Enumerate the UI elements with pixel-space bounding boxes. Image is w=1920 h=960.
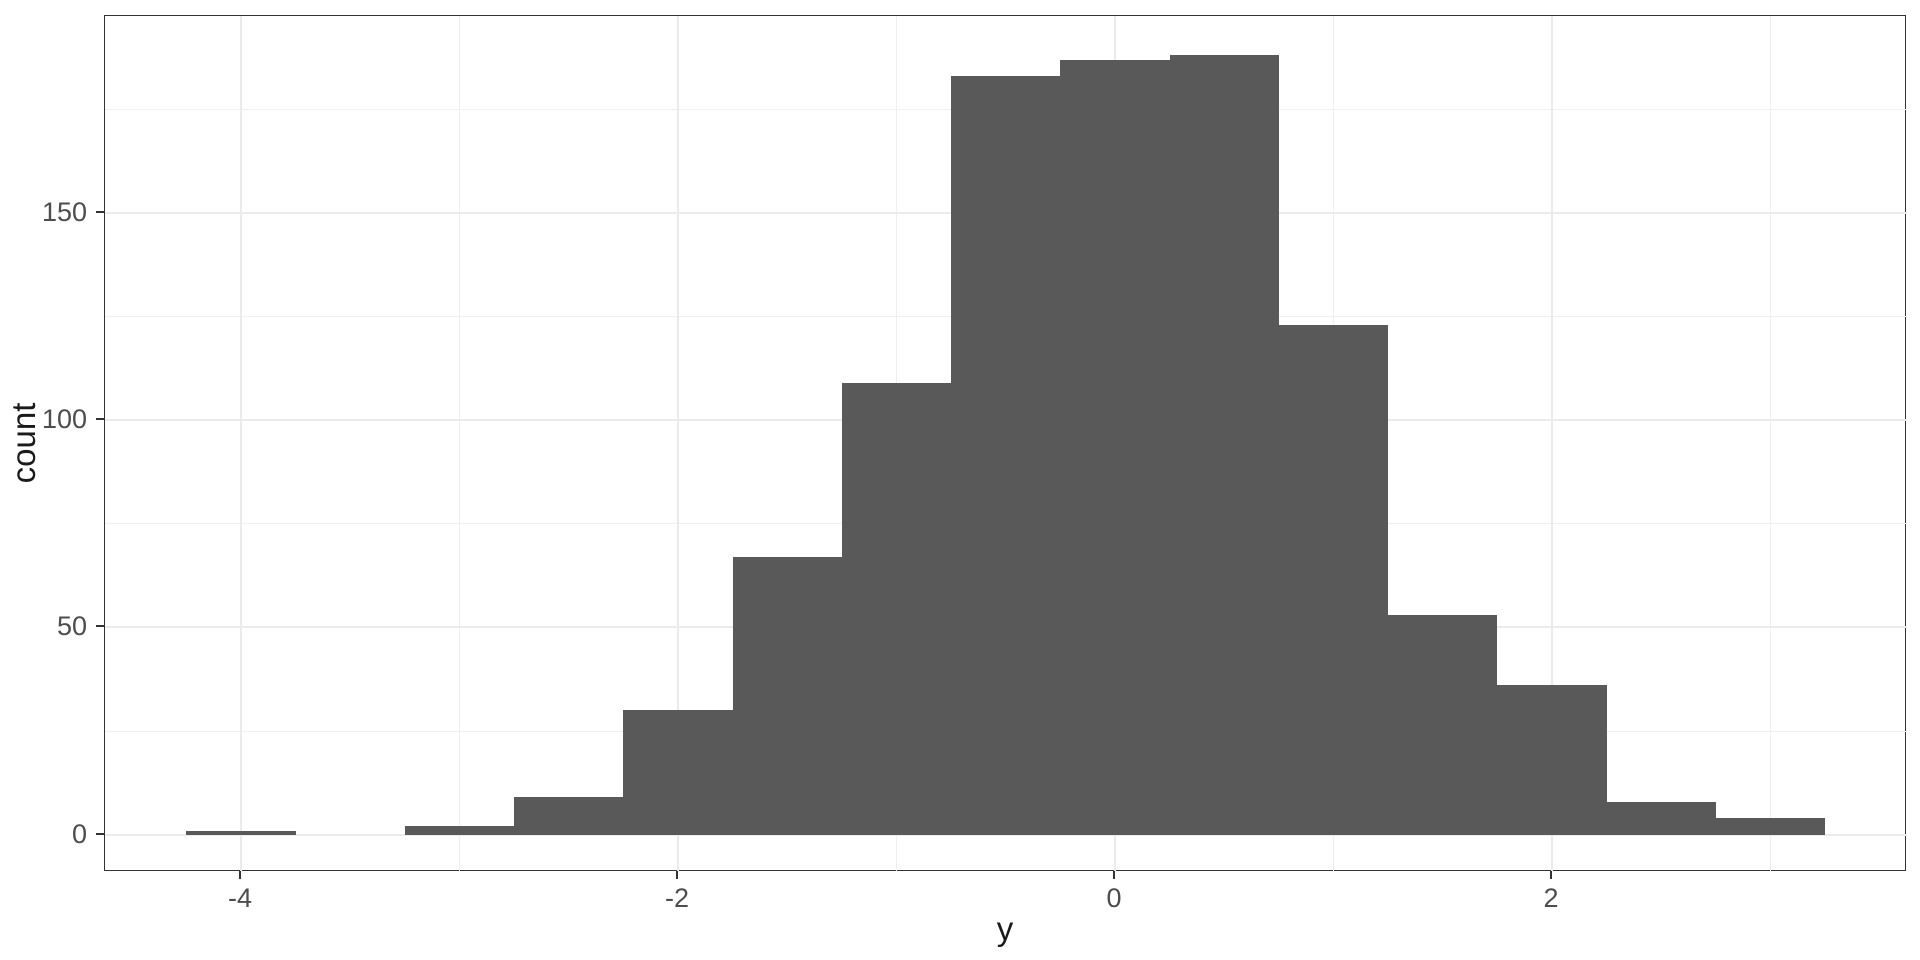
x-major-gridline [240, 16, 243, 872]
histogram-bar [404, 826, 515, 835]
histogram-bar [1715, 818, 1826, 835]
histogram-bar [623, 710, 733, 835]
histogram-bar [514, 797, 624, 835]
y-tick-label: 100 [41, 404, 87, 435]
y-tick-label: 50 [56, 611, 87, 642]
y-tick-label: 150 [41, 196, 87, 227]
histogram-bar [1278, 324, 1389, 835]
plot-panel [103, 15, 1907, 872]
y-tick-mark [95, 625, 104, 628]
histogram-bar [841, 382, 952, 835]
x-tick-label: -2 [665, 883, 690, 913]
x-tick-mark [676, 871, 679, 879]
x-tick-label: 0 [1106, 883, 1122, 913]
x-major-gridline [677, 16, 680, 872]
y-tick-mark [95, 418, 104, 421]
x-minor-gridline [1769, 16, 1771, 872]
y-tick-label: 0 [71, 818, 87, 849]
histogram-bar [732, 556, 842, 835]
histogram-bar [951, 76, 1061, 835]
x-tick-mark [1549, 871, 1552, 879]
x-tick-mark [239, 871, 242, 879]
histogram-bar [1606, 801, 1716, 835]
x-tick-mark [1112, 871, 1115, 879]
y-major-gridline [104, 833, 1907, 836]
x-major-gridline [1550, 16, 1553, 872]
x-tick-label: -4 [228, 883, 253, 913]
histogram-bar [1388, 614, 1498, 835]
x-axis-title: y [996, 910, 1014, 947]
histogram-bar [1169, 55, 1279, 835]
histogram-bar [186, 830, 296, 835]
x-tick-label: 2 [1543, 883, 1559, 913]
histogram-bar [1060, 59, 1170, 835]
y-tick-mark [95, 832, 104, 835]
histogram-bar [1497, 685, 1607, 835]
x-minor-gridline [459, 16, 461, 872]
y-tick-mark [95, 210, 104, 213]
